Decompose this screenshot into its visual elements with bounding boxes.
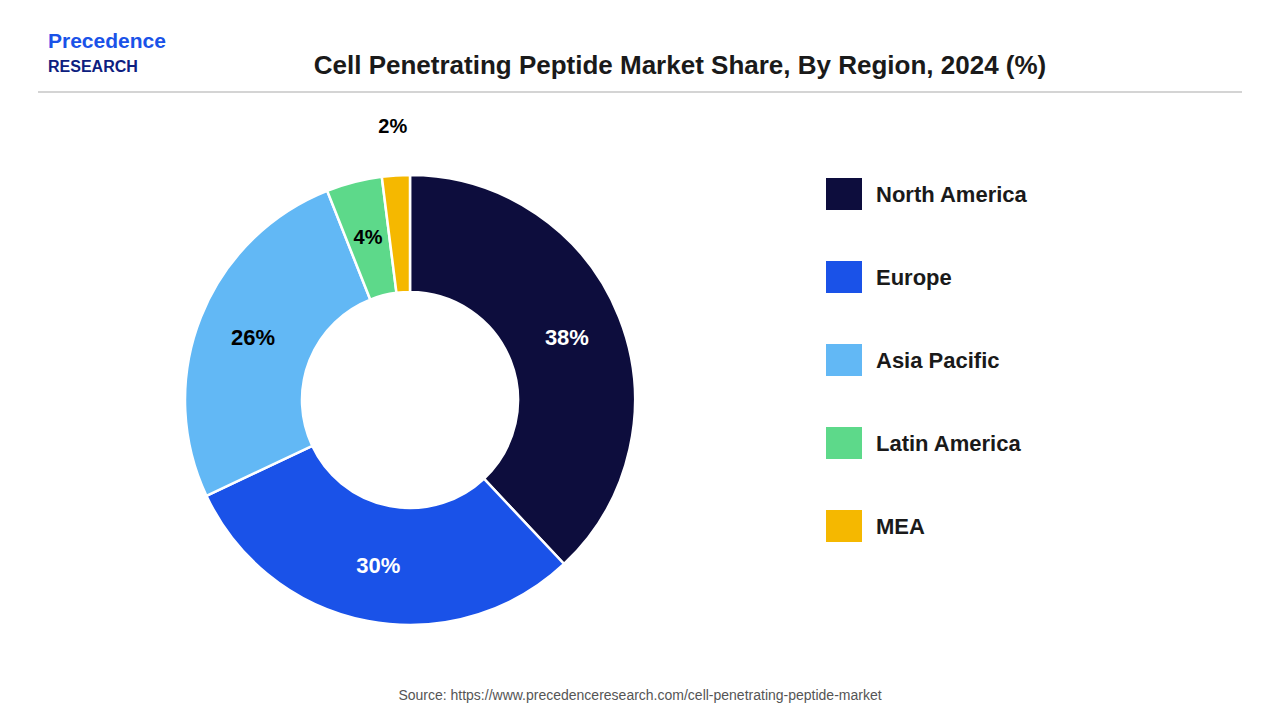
legend-swatch [826, 178, 862, 210]
donut [185, 175, 635, 625]
legend-swatch [826, 344, 862, 376]
data-label: 4% [354, 226, 383, 248]
data-label: 26% [231, 325, 275, 350]
logo-line2: RESEARCH [48, 58, 138, 75]
legend-label: MEA [876, 514, 925, 539]
legend-item: Asia Pacific [826, 344, 1000, 376]
data-labels: 38% 30% 26% 4% 2% [231, 115, 589, 578]
slice [185, 191, 370, 496]
logo-line1: Precedence [48, 29, 166, 52]
source: Source: https://www.precedenceresearch.c… [398, 687, 881, 703]
legend-swatch [826, 261, 862, 293]
slice [206, 446, 564, 625]
chart: Precedence RESEARCH Source: https://www.pr… [0, 0, 1280, 720]
legend-label: North America [876, 182, 1028, 207]
data-label: 30% [356, 553, 400, 578]
legend: North America Europe Asia Pacific Latin Ame… [826, 178, 1028, 542]
title-rule [38, 91, 1242, 92]
data-label: 2% [378, 115, 407, 137]
title: Cell Penetrating Peptide Market Share, B… [314, 50, 1047, 80]
legend-label: Latin America [876, 431, 1021, 456]
slice [382, 175, 410, 293]
legend-item: Latin America [826, 427, 1021, 459]
legend-item: MEA [826, 510, 925, 542]
legend-item: Europe [826, 261, 952, 293]
legend-item: North America [826, 178, 1028, 210]
legend-label: Asia Pacific [876, 348, 1000, 373]
legend-swatch [826, 510, 862, 542]
data-label: 38% [545, 325, 589, 350]
legend-swatch [826, 427, 862, 459]
legend-label: Europe [876, 265, 952, 290]
